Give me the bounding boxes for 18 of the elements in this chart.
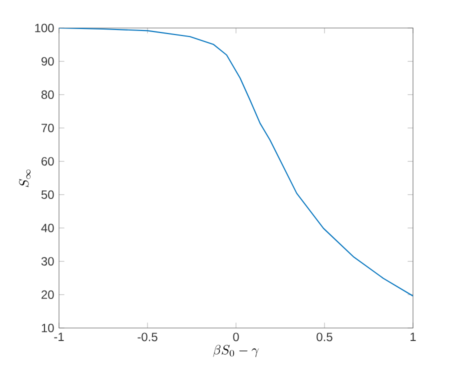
x-tick-label: -1: [54, 332, 64, 341]
x-tick-label: -0.5: [138, 332, 158, 342]
line-series: [59, 28, 413, 297]
y-tick-label: 30: [41, 257, 54, 266]
x-axis-title: $\beta S_0-\gamma$: [213, 344, 259, 358]
x-tick-label: 1: [410, 332, 416, 341]
y-tick-label: 60: [42, 157, 54, 166]
y-tick-label: 10: [42, 324, 54, 332]
y-tick-label: 80: [41, 90, 54, 99]
y-tick-label: 100: [35, 24, 54, 32]
y-tick-label: 70: [42, 124, 54, 132]
y-tick-label: 20: [42, 290, 54, 299]
y-tick-label: 50: [41, 190, 54, 199]
x-tick-label: 0: [233, 332, 239, 342]
y-axis-title: $S_\infty$: [19, 170, 31, 188]
y-tick-label: 90: [42, 57, 54, 66]
y-tick-label: 40: [41, 224, 54, 232]
x-tick-label: 0.5: [316, 332, 332, 342]
